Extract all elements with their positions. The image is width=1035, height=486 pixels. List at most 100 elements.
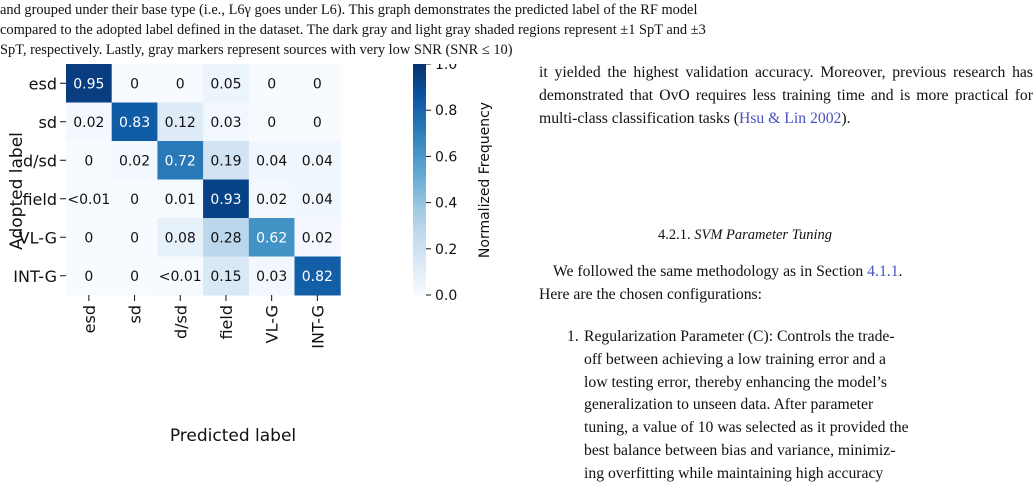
list-item-line: best balance between bias and variance, … (584, 441, 896, 459)
y-tick-label: esd (29, 74, 57, 93)
cell-value-label: 0 (84, 269, 93, 285)
heatmap-cell (66, 141, 113, 180)
heatmap-cell (203, 64, 250, 103)
heatmap-cell (203, 179, 250, 219)
cell-value-label: 0.04 (256, 153, 287, 169)
colorbar-tick-label: 0.6 (435, 149, 457, 165)
cell-value-label: 0.72 (165, 153, 196, 169)
list-item: Regularization Parameter (C): Controls t… (584, 326, 1033, 486)
heatmap-cell (294, 256, 341, 296)
heatmap-cell (111, 64, 158, 103)
cell-value-label: 0 (176, 76, 185, 92)
caption-line: SpT, respectively. Lastly, gray markers … (0, 42, 513, 58)
heatmap-cell (157, 141, 204, 180)
cell-value-label: <0.01 (67, 192, 110, 208)
colorbar-tick-label: 0.2 (435, 242, 457, 258)
cell-value-label: 0.62 (256, 230, 287, 246)
heatmap-cell (111, 256, 158, 296)
cell-value-label: 0.82 (302, 269, 333, 285)
colorbar-tick-label: 0.0 (435, 288, 457, 304)
cell-value-label: 0.19 (210, 153, 241, 169)
colorbar-tick-label: 0.8 (435, 103, 457, 119)
y-axis-label: Adopted label (7, 132, 27, 250)
heatmap-cell (203, 218, 250, 257)
heatmap-cell (66, 218, 113, 257)
heatmap-cell (248, 64, 295, 103)
heatmap-cell (66, 256, 113, 296)
y-tick-label: INT-G (13, 267, 57, 286)
citation-link[interactable]: Hsu & Lin 2002 (738, 109, 842, 127)
cell-value-label: 0 (313, 76, 322, 92)
heatmap-cell (111, 218, 158, 257)
x-tick-label: INT-G (308, 305, 327, 349)
subsection-heading: 4.2.1. SVM Parameter Tuning (658, 227, 832, 244)
heatmap-cell (294, 102, 341, 142)
list-item-line: ing overfitting while maintaining high a… (584, 464, 884, 482)
list-item-number: 1. (567, 328, 579, 345)
cell-value-label: 0 (267, 115, 276, 131)
heatmap-cell (111, 102, 158, 142)
cell-value-label: 0.95 (73, 76, 104, 92)
heatmap-cell (248, 218, 295, 257)
cell-value-label: 0 (130, 230, 139, 246)
cell-value-label: 0.83 (119, 115, 150, 131)
cell-value-label: 0.02 (302, 230, 333, 246)
cell-value-label: 0.02 (73, 115, 104, 131)
section-number: 4.2.1. (658, 227, 691, 243)
cell-value-label: 0.02 (119, 153, 150, 169)
cell-value-label: 0.93 (210, 192, 241, 208)
list-item-line: tuning, a value of 10 was selected as it… (584, 419, 909, 437)
y-tick-label: field (22, 190, 57, 209)
cell-value-label: 0.04 (302, 192, 333, 208)
cell-value-label: 0.05 (210, 76, 241, 92)
heatmap-cell (294, 218, 341, 257)
section-link[interactable]: 4.1.1 (867, 263, 899, 280)
cell-value-label: <0.01 (159, 269, 202, 285)
cell-value-label: 0 (130, 269, 139, 285)
heatmap-cell (66, 64, 113, 103)
paragraph-text-end: . (898, 263, 903, 280)
heatmap-cell (157, 64, 204, 103)
list-item-line: Regularization Parameter (C): Controls t… (584, 328, 895, 345)
body-paragraph-2: We followed the same methodology as in S… (539, 261, 1033, 307)
y-tick-label: sd (39, 113, 58, 132)
x-axis-label: Predicted label (170, 426, 296, 446)
colorbar-tick-label: 0.4 (435, 196, 457, 212)
heatmap-cell (203, 102, 250, 142)
y-tick-label: d/sd (23, 151, 57, 170)
x-tick-label: VL-G (263, 305, 282, 343)
heatmap-cell (157, 256, 204, 296)
figure-caption: and grouped under their base type (i.e.,… (0, 0, 1035, 60)
x-tick-label: sd (126, 305, 145, 324)
x-tick-label: esd (80, 305, 99, 333)
caption-line: and grouped under their base type (i.e.,… (0, 2, 698, 18)
heatmap-cell (294, 141, 341, 180)
heatmap-cell (248, 179, 295, 219)
paragraph-text-end: ). (841, 109, 851, 127)
cell-value-label: 0 (130, 76, 139, 92)
colorbar (413, 64, 426, 295)
x-tick-label: field (217, 305, 236, 340)
paragraph-text: Here are the chosen configurations: (539, 285, 763, 303)
heatmap-cell (157, 218, 204, 257)
cell-value-label: 0.02 (256, 192, 287, 208)
heatmap-cell (203, 141, 250, 180)
heatmap-cell (294, 64, 341, 103)
cell-value-label: 0 (267, 76, 276, 92)
x-tick-label: d/sd (171, 305, 190, 339)
cell-value-label: 0.15 (210, 269, 241, 285)
cell-value-label: 0.28 (210, 230, 241, 246)
heatmap-cell (248, 102, 295, 142)
heatmap-cell (203, 256, 250, 296)
caption-line: compared to the adopted label defined in… (0, 22, 706, 38)
list-item-line: off between achieving a low training err… (584, 350, 887, 368)
heatmap-cell (157, 179, 204, 219)
colorbar-tick-label: 1.0 (435, 64, 457, 73)
heatmap-cell (248, 141, 295, 180)
heatmap-cell (248, 256, 295, 296)
heatmap-cell (111, 179, 158, 219)
heatmap-cell (111, 141, 158, 180)
cell-value-label: 0.01 (165, 192, 196, 208)
list-item-line: generalization to unseen data. After par… (584, 396, 874, 414)
cell-value-label: 0 (130, 192, 139, 208)
